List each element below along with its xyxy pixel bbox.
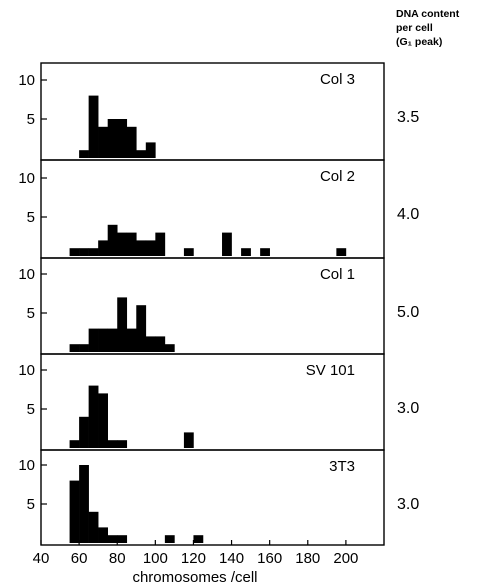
histogram-bar bbox=[117, 535, 128, 543]
histogram-bar bbox=[69, 480, 80, 543]
x-tick-label: 80 bbox=[109, 550, 126, 567]
histogram-bar bbox=[107, 440, 118, 448]
histogram-bar bbox=[69, 248, 80, 256]
histogram-bar bbox=[183, 432, 194, 448]
histogram-bar bbox=[155, 232, 166, 256]
histogram-bar bbox=[164, 535, 175, 543]
x-tick-label: 120 bbox=[181, 550, 206, 567]
histogram-bar bbox=[98, 527, 108, 543]
histogram-bar bbox=[98, 393, 108, 448]
histogram-bar bbox=[136, 240, 147, 256]
histogram-bar bbox=[107, 119, 118, 158]
histogram-bar bbox=[79, 248, 89, 256]
histogram-bar bbox=[98, 328, 108, 352]
x-axis: 40 60 80 100 120 140 160 180 200 bbox=[33, 540, 358, 567]
histogram-bar bbox=[107, 535, 118, 543]
dna-content-value: 3.5 bbox=[397, 109, 419, 126]
header-line: per cell bbox=[396, 22, 433, 34]
histogram-bar bbox=[336, 248, 347, 256]
y-tick-label: 10 bbox=[18, 362, 35, 379]
panel-col-3: 5 10 Col 3 3.5 bbox=[18, 62, 419, 161]
histogram-bar bbox=[69, 344, 80, 352]
histogram-bar bbox=[79, 416, 89, 448]
panels-group: 5 10 Col 3 3.5 5 10 Col 2 4.0 5 10 Col 1 5.0 5 10 SV 1… bbox=[18, 62, 419, 546]
y-tick-label: 10 bbox=[18, 72, 35, 89]
histogram-bar bbox=[88, 248, 99, 256]
x-tick-label: 40 bbox=[33, 550, 50, 567]
histogram-bar bbox=[88, 385, 99, 448]
x-tick-label: 140 bbox=[219, 550, 244, 567]
histogram-bar bbox=[183, 248, 194, 256]
x-tick-label: 60 bbox=[71, 550, 88, 567]
y-tick-label: 5 bbox=[27, 496, 35, 513]
histogram-bar bbox=[145, 142, 156, 158]
histogram-bar bbox=[79, 150, 89, 158]
panel-col-1: 5 10 Col 1 5.0 bbox=[18, 257, 419, 355]
histogram-bar bbox=[117, 440, 128, 448]
y-tick-label: 10 bbox=[18, 170, 35, 187]
histogram-bar bbox=[136, 305, 147, 352]
panel-label: Col 2 bbox=[320, 168, 355, 185]
panel-3t3: 5 10 3T3 3.0 bbox=[18, 449, 419, 546]
panel-label: 3T3 bbox=[329, 458, 355, 475]
histogram-bar bbox=[107, 224, 118, 256]
dna-content-header: DNA content per cell (G₁ peak) bbox=[396, 8, 460, 48]
histogram-bar bbox=[117, 297, 128, 352]
header-line: (G₁ peak) bbox=[396, 36, 442, 48]
panel-label: SV 101 bbox=[306, 362, 355, 379]
x-tick-label: 100 bbox=[143, 550, 168, 567]
y-tick-label: 5 bbox=[27, 305, 35, 322]
histogram-bar bbox=[222, 232, 232, 256]
y-tick-label: 5 bbox=[27, 111, 35, 128]
dna-content-value: 4.0 bbox=[397, 206, 419, 223]
y-tick-label: 5 bbox=[27, 209, 35, 226]
histogram-bar bbox=[164, 344, 175, 352]
histogram-bar bbox=[126, 232, 137, 256]
histogram-bar bbox=[88, 328, 99, 352]
histogram-bar bbox=[88, 95, 99, 158]
histogram-bar bbox=[117, 232, 128, 256]
y-tick-label: 10 bbox=[18, 457, 35, 474]
histogram-bar bbox=[69, 440, 80, 448]
x-tick-label: 200 bbox=[333, 550, 358, 567]
histogram-bar bbox=[79, 344, 89, 352]
y-tick-label: 10 bbox=[18, 266, 35, 283]
histogram-bar bbox=[193, 535, 204, 543]
histogram-bar bbox=[98, 240, 108, 256]
histogram-bar bbox=[126, 328, 137, 352]
header-line: DNA content bbox=[396, 8, 460, 20]
panel-label: Col 1 bbox=[320, 266, 355, 283]
histogram-bar bbox=[126, 126, 137, 158]
histogram-bar bbox=[117, 119, 128, 158]
histogram-bar bbox=[98, 126, 108, 158]
x-tick-label: 180 bbox=[295, 550, 320, 567]
histogram-bar bbox=[79, 465, 89, 543]
histogram-bar bbox=[136, 150, 147, 158]
histogram-bar bbox=[107, 328, 118, 352]
y-tick-label: 5 bbox=[27, 401, 35, 418]
x-axis-title: chromosomes /cell bbox=[132, 569, 257, 586]
histogram-bar bbox=[145, 240, 156, 256]
dna-content-value: 5.0 bbox=[397, 304, 419, 321]
panel-sv-101: 5 10 SV 101 3.0 bbox=[18, 353, 419, 451]
panel-label: Col 3 bbox=[320, 71, 355, 88]
dna-content-value: 3.0 bbox=[397, 400, 419, 417]
dna-content-value: 3.0 bbox=[397, 496, 419, 513]
histogram-bar bbox=[88, 511, 99, 543]
panel-frame bbox=[40, 449, 385, 546]
histogram-bar bbox=[241, 248, 251, 256]
histogram-bar bbox=[260, 248, 270, 256]
panel-col-2: 5 10 Col 2 4.0 bbox=[18, 159, 419, 259]
histogram-bar bbox=[145, 336, 156, 352]
histogram-bar bbox=[155, 336, 166, 352]
x-tick-label: 160 bbox=[257, 550, 282, 567]
